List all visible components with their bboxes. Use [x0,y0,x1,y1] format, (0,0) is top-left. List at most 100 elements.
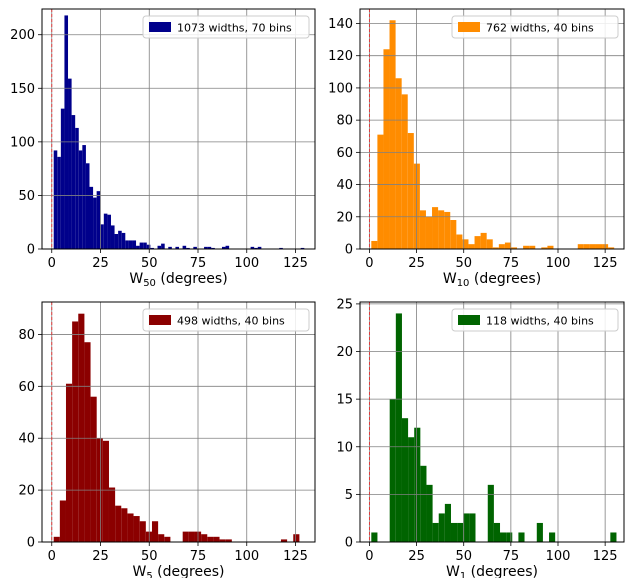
x-axis-label: W50 (degrees) [129,271,227,289]
histogram-bar [100,224,104,249]
x-tick-label: 25 [408,256,425,271]
histogram-bar [121,232,126,249]
x-axis-label-base: W [133,564,147,578]
y-tick-label: 50 [18,189,35,204]
histogram-bar [68,78,72,249]
histogram-bar [143,242,147,249]
histogram-bar [420,465,427,542]
histogram-bar [280,539,288,542]
histogram-bar [157,245,162,249]
histogram-bar [463,513,470,542]
histogram-bar [536,522,543,542]
y-tick-label: 60 [336,146,353,161]
histogram-bar [426,484,433,542]
histogram-bar [158,534,165,542]
histogram-bar [432,207,439,249]
histogram-bar [523,245,530,249]
x-axis-label-suffix: (degrees) [469,271,541,287]
histogram-bar [85,163,90,249]
x-tick-label: 75 [503,549,520,564]
histogram-bar [395,78,402,249]
x-axis-label-subscript: 10 [457,278,470,289]
chart-panel: 0 25 50 75 100 125 0 20 40 60 80 100 120 140 W10 (degr… [328,8,625,289]
histogram-bar [114,234,119,249]
histogram-bar [186,247,190,249]
x-tick-label: 125 [283,549,308,564]
axes-frame [359,301,625,543]
histogram-bar [225,245,230,249]
legend-box [142,308,310,332]
histogram-bar [407,133,414,249]
histogram-bar [168,246,172,249]
histogram-bar [432,522,439,542]
legend-swatch [458,315,480,325]
legend-label: 762 widths, 40 bins [486,22,594,35]
histogram-bar [221,246,226,249]
y-tick-label: 40 [336,178,353,193]
histogram-bar [102,440,109,542]
histogram-bar [438,513,445,542]
histogram-bar [401,94,408,250]
histogram-bar [182,245,187,249]
histogram-bar [456,234,463,249]
legend-swatch [149,315,171,325]
y-tick-label: 10 [336,440,353,455]
x-axis-label-subscript: 50 [143,278,156,289]
y-tick-label: 0 [345,243,353,258]
histogram-bar [139,242,144,249]
histogram-bar [96,191,101,249]
histogram-bar [125,240,129,249]
y-tick-label: 0 [27,243,35,258]
histogram-bar [547,245,554,249]
x-tick-label: 50 [141,549,158,564]
histogram-bar [510,247,518,249]
histogram-bar [204,246,208,249]
histogram-bar [175,246,180,249]
histogram-bar [110,225,115,249]
histogram-bar [71,115,76,249]
y-tick-label: 40 [18,432,35,447]
histogram-bar [75,127,79,249]
legend: 118 widths, 40 bins [451,308,619,332]
histogram-bar [492,247,499,249]
x-axis-label-suffix: (degrees) [153,564,225,578]
y-tick-label: 100 [328,81,353,96]
legend-box [451,308,619,332]
histogram-bar [121,508,128,542]
histogram-bar [610,532,617,542]
x-tick-label: 75 [503,256,520,271]
y-tick-label: 120 [328,49,353,64]
histogram-bar [457,522,464,542]
histogram-bar [549,532,556,542]
histogram-bar [136,245,140,249]
histogram-bar [133,516,140,542]
histogram-bar [151,521,159,542]
histogram-bar [371,240,378,249]
y-tick-label: 80 [336,114,353,129]
histogram-bar [107,214,111,249]
histogram-bar [518,532,525,542]
chart-panel: 0 25 50 75 100 125 0 20 40 60 80 W5 (degrees) 498 wi… [18,301,316,578]
x-tick-label: 25 [92,549,109,564]
x-axis-label-suffix: (degrees) [156,271,228,287]
x-axis-label: W1 (degrees) [446,564,538,578]
histogram-bar [425,216,433,249]
x-tick-label: 0 [365,549,373,564]
histogram-bar [444,503,451,542]
histogram-bar [480,232,487,249]
histogram-bar [257,246,262,249]
x-tick-label: 25 [408,549,425,564]
histogram-bar [462,239,469,249]
y-tick-label: 20 [336,210,353,225]
x-tick-label: 125 [593,256,618,271]
histogram-bar [118,230,122,249]
histogram-bar [84,342,91,542]
axes-frame [41,8,316,250]
legend: 1073 widths, 70 bins [142,15,310,39]
x-axis-label-base: W [446,564,460,578]
histogram-bar [57,156,61,249]
x-tick-label: 50 [455,256,472,271]
y-tick-label: 200 [10,28,35,43]
histogram-bar [250,246,255,249]
